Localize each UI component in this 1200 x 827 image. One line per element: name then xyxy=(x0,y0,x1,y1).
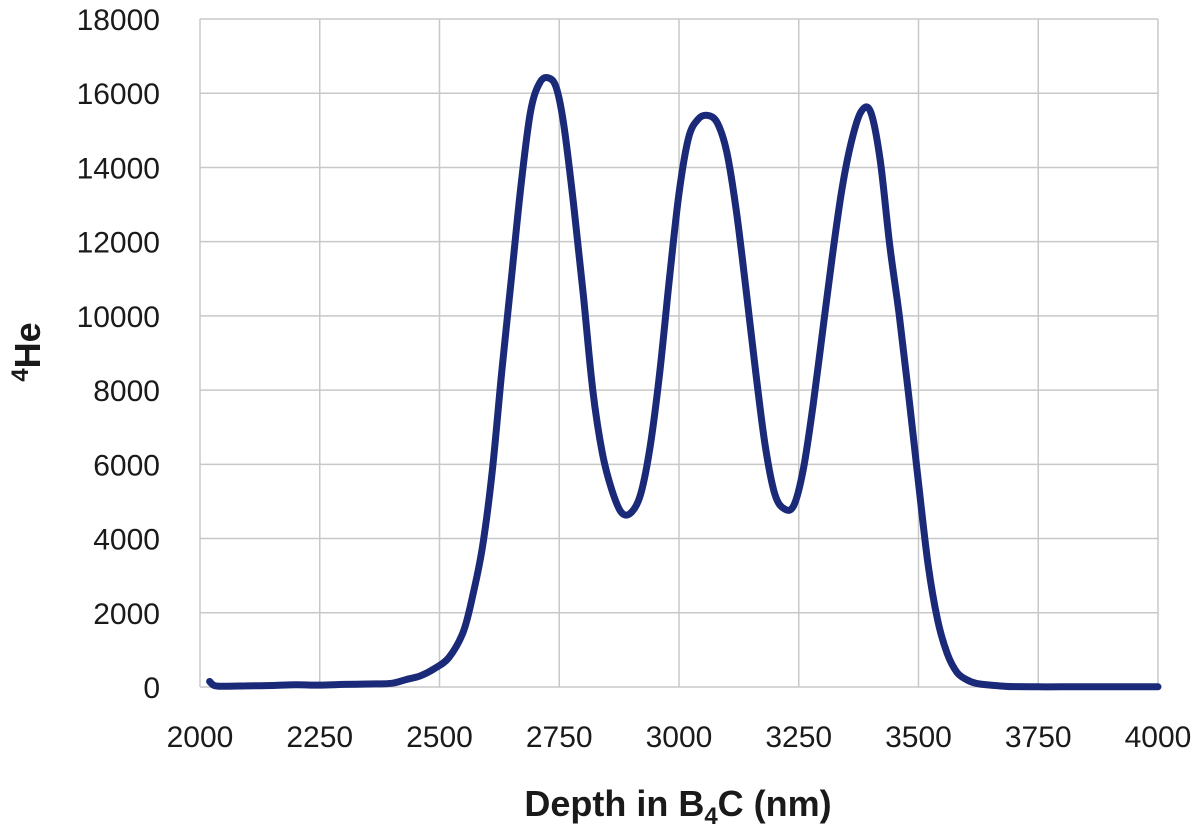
y-tick-label: 2000 xyxy=(93,598,160,631)
series-line-0 xyxy=(206,74,1162,691)
y-tick-label: 6000 xyxy=(93,449,160,482)
y-tick-label: 0 xyxy=(143,672,160,705)
series-layer xyxy=(206,74,1162,691)
x-tick-label: 3250 xyxy=(765,721,832,754)
x-tick-label: 2250 xyxy=(286,721,353,754)
tick-labels: 2000 2250 2500 2750 3000 3250 3500 3750 40000200… xyxy=(77,4,1192,754)
x-tick-label: 3500 xyxy=(885,721,952,754)
y-tick-label: 4000 xyxy=(93,524,160,557)
x-axis-title-prefix: Depth in B xyxy=(524,783,704,824)
x-axis-title-subscript: 4 xyxy=(704,803,718,827)
x-tick-label: 2000 xyxy=(167,721,234,754)
x-tick-label: 2750 xyxy=(526,721,593,754)
x-axis-title: Depth in B4C (nm) xyxy=(524,783,831,827)
y-tick-label: 16000 xyxy=(77,78,160,111)
y-tick-label: 14000 xyxy=(77,152,160,185)
y-tick-label: 12000 xyxy=(77,227,160,260)
y-tick-label: 10000 xyxy=(77,301,160,334)
y-axis-title-main: He xyxy=(7,322,48,368)
y-tick-label: 8000 xyxy=(93,375,160,408)
y-axis-title-superscript: 4 xyxy=(7,368,34,382)
y-tick-label: 18000 xyxy=(77,4,160,37)
grid xyxy=(199,18,1159,688)
x-axis-title-suffix: C (nm) xyxy=(718,783,832,824)
x-tick-label: 4000 xyxy=(1125,721,1192,754)
x-tick-label: 3000 xyxy=(646,721,713,754)
x-tick-label: 3750 xyxy=(1005,721,1072,754)
y-axis-title: 4He xyxy=(7,322,48,381)
x-tick-label: 2500 xyxy=(406,721,473,754)
